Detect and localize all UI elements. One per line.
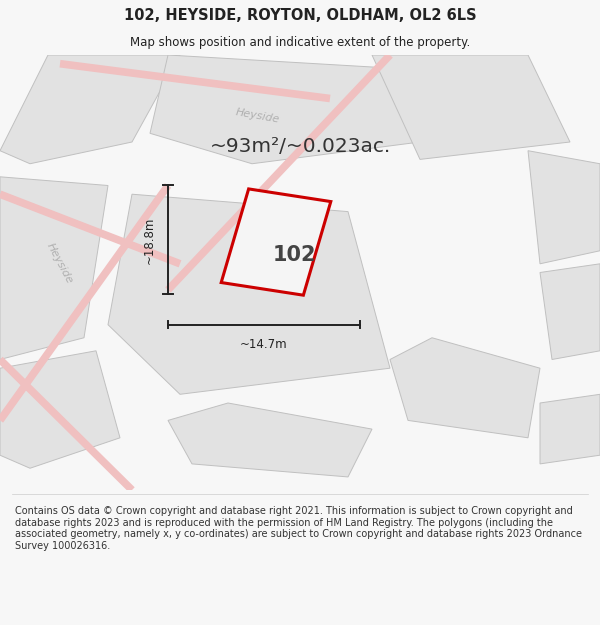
Polygon shape (168, 403, 372, 477)
Polygon shape (0, 55, 180, 164)
Text: Heyside: Heyside (45, 242, 75, 286)
Polygon shape (0, 351, 120, 468)
Text: ~93m²/~0.023ac.: ~93m²/~0.023ac. (209, 137, 391, 156)
Polygon shape (540, 394, 600, 464)
Polygon shape (390, 338, 540, 437)
Polygon shape (0, 177, 108, 359)
Polygon shape (221, 189, 331, 295)
Polygon shape (108, 194, 390, 394)
Polygon shape (372, 55, 570, 159)
Text: Heyside: Heyside (235, 107, 281, 125)
Text: 102, HEYSIDE, ROYTON, OLDHAM, OL2 6LS: 102, HEYSIDE, ROYTON, OLDHAM, OL2 6LS (124, 8, 476, 23)
Text: Contains OS data © Crown copyright and database right 2021. This information is : Contains OS data © Crown copyright and d… (15, 506, 582, 551)
Polygon shape (150, 55, 420, 164)
Polygon shape (528, 151, 600, 264)
Text: 102: 102 (272, 245, 316, 265)
Polygon shape (540, 264, 600, 359)
Text: ~18.8m: ~18.8m (142, 216, 155, 264)
Text: ~14.7m: ~14.7m (240, 338, 288, 351)
Text: Map shows position and indicative extent of the property.: Map shows position and indicative extent… (130, 36, 470, 49)
